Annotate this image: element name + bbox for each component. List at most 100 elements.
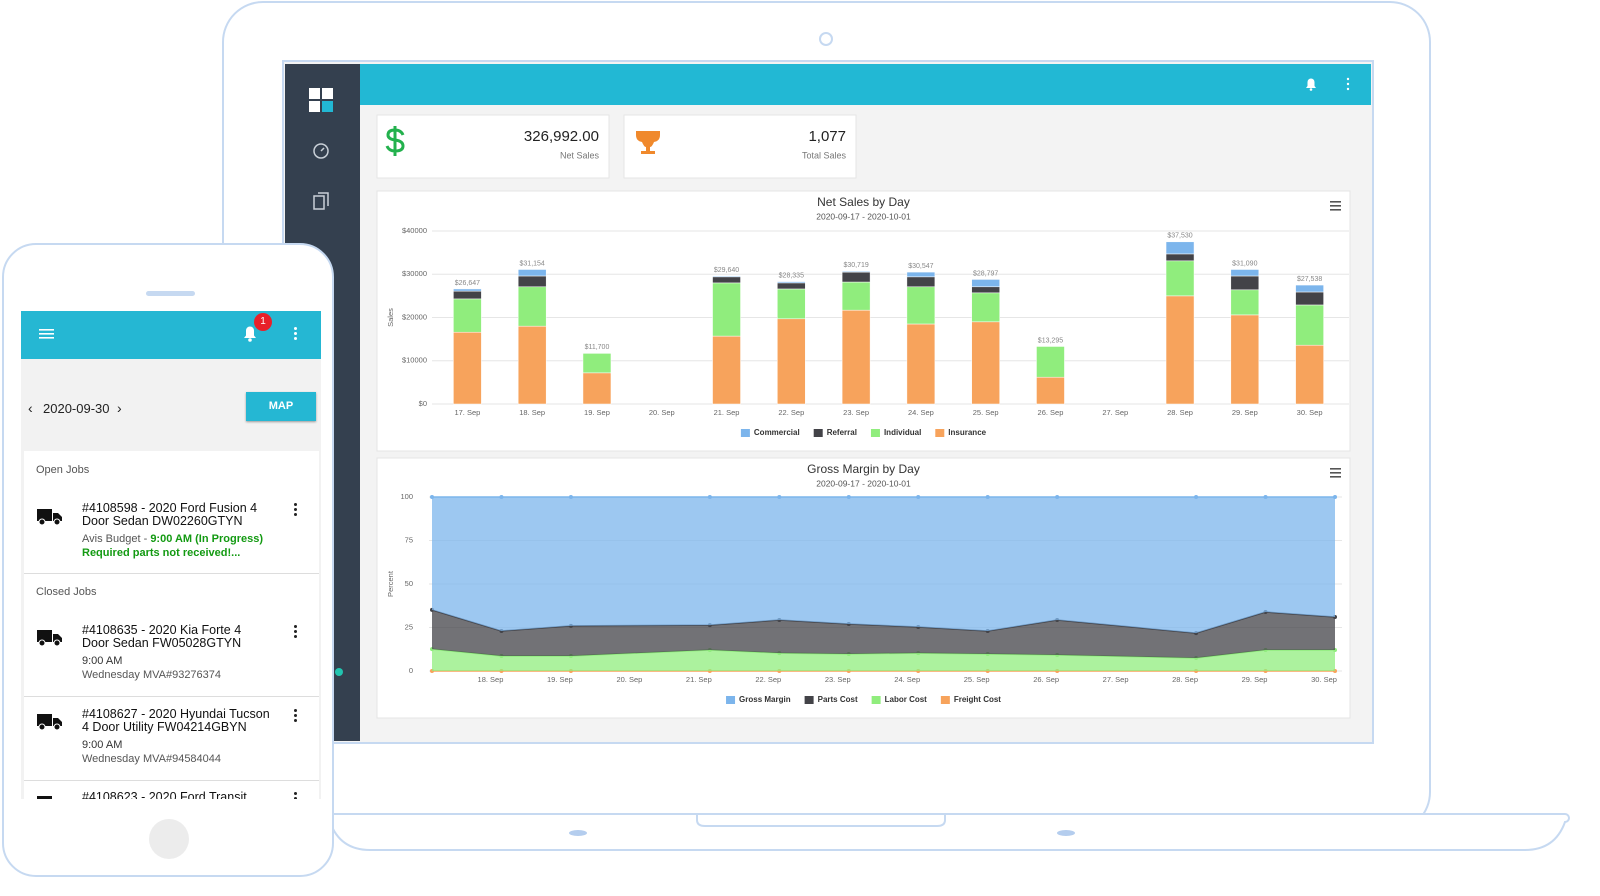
job-title[interactable]: #4108635 - 2020 Kia Forte 4 Door Sedan F… (82, 623, 242, 650)
x-tick-label: 17. Sep (454, 408, 480, 417)
marker (1194, 495, 1199, 499)
area (432, 609, 1335, 658)
legend-label: Commercial (754, 428, 800, 437)
truck-icon (37, 714, 62, 731)
x-tick-label: 29. Sep (1232, 408, 1258, 417)
bar-segment (1036, 346, 1065, 378)
chart-menu (1330, 476, 1341, 478)
bar-segment (1295, 291, 1324, 306)
bar-segment (517, 275, 547, 288)
legend-label: Individual (884, 428, 921, 437)
bar-segment (971, 286, 1000, 294)
foot (1057, 830, 1075, 836)
top-bar-icons[interactable] (1306, 77, 1350, 91)
divider (24, 780, 319, 781)
phone-header: 1 (21, 311, 321, 359)
x-tick-label: 22. Sep (755, 675, 781, 684)
marker (777, 495, 782, 499)
trophy-icon (636, 131, 660, 154)
kebab[interactable] (294, 792, 298, 799)
marker (499, 495, 504, 499)
separator: - (143, 533, 148, 545)
x-tick-label: 22. Sep (778, 408, 804, 417)
y-tick-label: $30000 (402, 269, 427, 278)
y-tick-label: 0 (409, 666, 413, 675)
data-label: $31,154 (520, 260, 545, 267)
kebab[interactable] (294, 625, 298, 640)
map-button[interactable]: MAP (246, 392, 316, 421)
x-tick-label: 24. Sep (908, 408, 934, 417)
job-detail: Wednesday MVA#93276374 (82, 669, 222, 681)
home-button[interactable] (149, 819, 189, 859)
bar-segment (1165, 260, 1195, 297)
x-tick-label: 28. Sep (1167, 408, 1193, 417)
chart-menu (1330, 201, 1341, 203)
job-title[interactable]: #4108623 - 2020 Ford Transit (82, 790, 247, 800)
job-list (24, 451, 319, 799)
bar-segment (1230, 314, 1260, 405)
chart-subtitle: 2020-09-17 - 2020-10-01 (816, 478, 911, 488)
bar-segment (453, 288, 482, 292)
bar-segment (1165, 253, 1195, 262)
x-tick-label: 30. Sep (1311, 675, 1337, 684)
y-tick-label: $20000 (402, 312, 427, 321)
marker (916, 495, 921, 499)
bell-icon[interactable] (243, 325, 257, 343)
data-label: $30,547 (908, 263, 933, 270)
kpi-label: Total Sales (802, 150, 847, 160)
bar-segment (1295, 344, 1324, 405)
data-label: $27,538 (1297, 276, 1322, 283)
data-label: $11,700 (585, 344, 610, 351)
dollar-icon (385, 126, 405, 156)
kebab[interactable] (294, 327, 298, 342)
y-tick-label: $10000 (402, 356, 427, 365)
kebab[interactable] (294, 709, 298, 724)
marker (1263, 495, 1268, 499)
marker (707, 495, 712, 499)
y-axis-title: Percent (386, 570, 395, 597)
chart-title: Gross Margin by Day (807, 462, 920, 476)
area (432, 497, 1335, 634)
chart-menu (1330, 472, 1341, 474)
section-title: Open Jobs (36, 464, 90, 476)
bar-segment (517, 325, 547, 405)
job-title[interactable]: #4108627 - 2020 Hyundai Tucson 4 Door Ut… (82, 707, 270, 734)
chart-menu (1330, 205, 1341, 207)
x-tick-label: 26. Sep (1038, 408, 1064, 417)
legend-label: Referral (827, 428, 857, 437)
area (432, 649, 1335, 671)
menu-icon[interactable] (39, 328, 54, 340)
job-title[interactable]: #4108598 - 2020 Ford Fusion 4 Door Sedan… (82, 501, 258, 528)
bar-segment (971, 321, 1000, 405)
prev-date[interactable]: ‹ (28, 400, 33, 416)
bar-segment (1165, 241, 1195, 255)
job-note: Required parts not received!... (82, 547, 241, 559)
foot (569, 830, 587, 836)
nav-icons[interactable] (313, 143, 343, 676)
x-tick-label: 20. Sep (649, 408, 675, 417)
bar-segment (1230, 289, 1260, 316)
data-label: $29,640 (714, 267, 739, 274)
next-date[interactable]: › (117, 400, 122, 416)
section-title: Closed Jobs (36, 586, 97, 598)
bar-segment (906, 286, 936, 325)
legend-swatch (813, 429, 823, 437)
logo (309, 88, 333, 112)
truck-icon (37, 796, 52, 799)
x-tick-label: 30. Sep (1297, 408, 1323, 417)
marker (985, 495, 990, 499)
legend-label: Freight Cost (954, 695, 1001, 704)
job-status: 9:00 AM (In Progress) (150, 533, 263, 545)
bar-segment (1295, 284, 1324, 293)
bar-segment (712, 335, 741, 405)
kpi-value: 1,077 (808, 128, 846, 145)
job-time: 9:00 AM (82, 739, 123, 751)
y-tick-label: 50 (405, 579, 413, 588)
legend-swatch (726, 696, 736, 704)
notch (696, 814, 946, 827)
y-tick-label: 25 (405, 622, 413, 631)
bar-segment (906, 271, 936, 278)
speaker (146, 291, 195, 296)
bar-segment (971, 279, 1000, 288)
kebab[interactable] (294, 503, 298, 518)
